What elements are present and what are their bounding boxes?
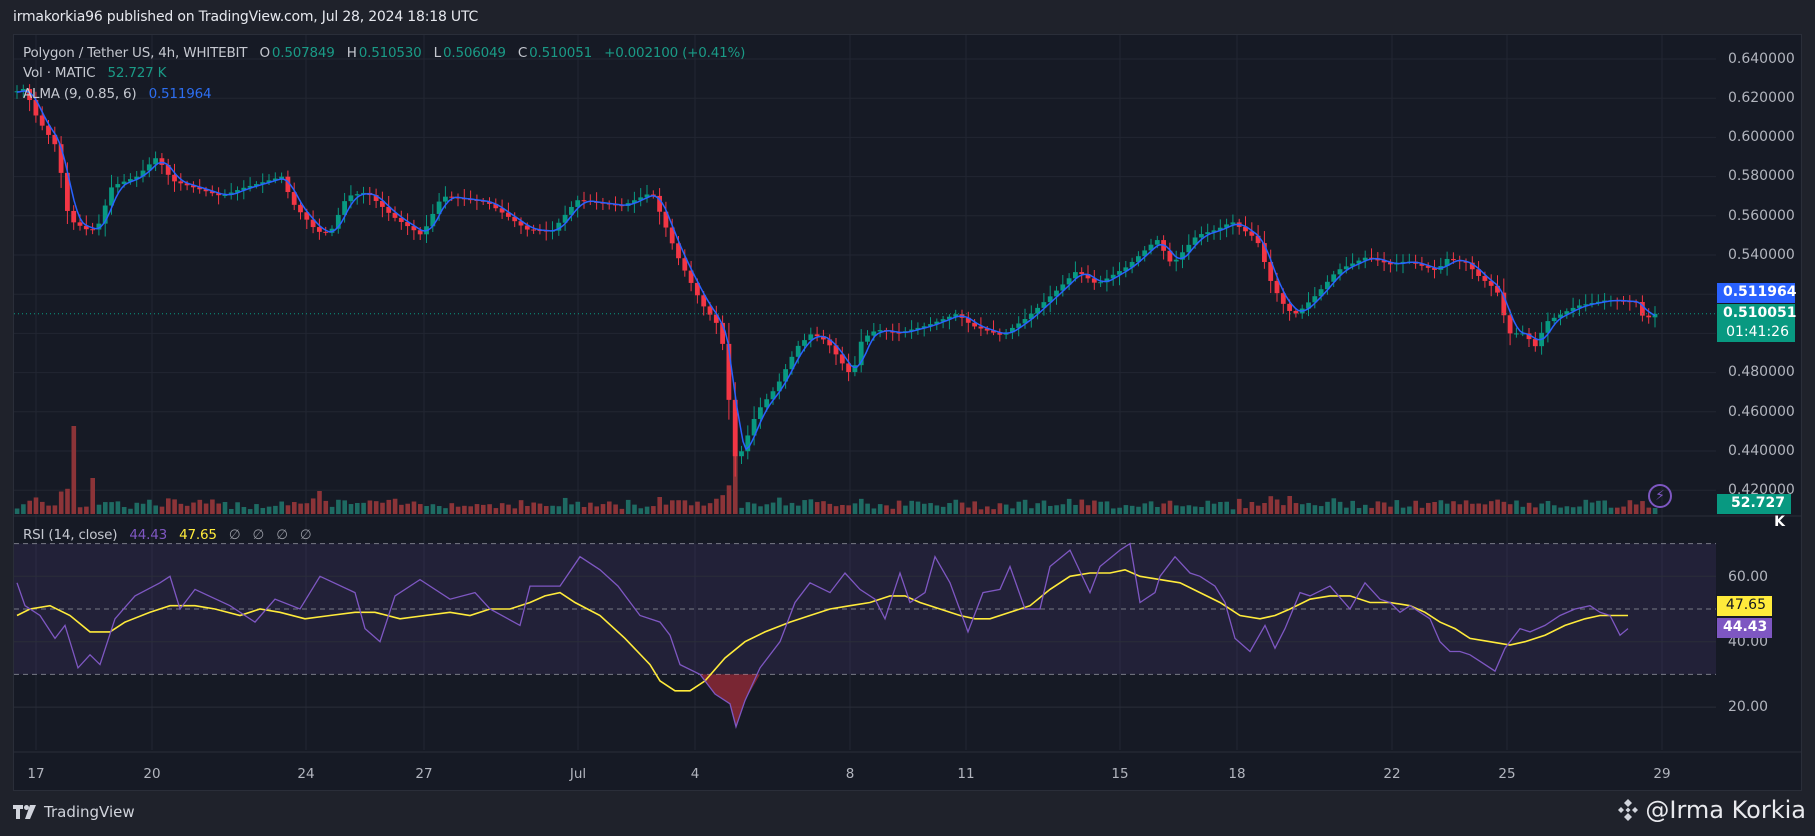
- volume-legend[interactable]: Vol · MATIC 52.727 K: [23, 65, 168, 81]
- volume-tag: 52.727 K: [1717, 494, 1791, 530]
- rsi-tag: 44.43: [1717, 618, 1772, 638]
- rsi-value: 44.43: [129, 527, 168, 543]
- symbol-title[interactable]: Polygon / Tether US, 4h, WHITEBIT: [23, 45, 248, 61]
- alma-value: 0.511964: [148, 86, 212, 102]
- price-label: 0.560000: [1728, 208, 1795, 224]
- alma-price-tag: 0.511964: [1717, 283, 1797, 303]
- empty-value: ∅: [276, 527, 288, 543]
- last-price-tag: 0.510051 01:41:26: [1717, 304, 1797, 342]
- time-label: Jul: [569, 766, 587, 782]
- empty-value: ∅: [252, 527, 265, 543]
- rsi-scale-label: 60.00: [1728, 569, 1769, 585]
- lightning-icon[interactable]: ⚡: [1648, 484, 1672, 508]
- symbol-legend[interactable]: Polygon / Tether US, 4h, WHITEBIT O 0.507…: [23, 45, 747, 61]
- price-label: 0.540000: [1728, 247, 1795, 263]
- bar-countdown: 01:41:26: [1726, 324, 1789, 340]
- price-label: 0.640000: [1728, 51, 1795, 67]
- time-label: 24: [297, 766, 315, 782]
- close-value: 0.510051: [529, 45, 592, 61]
- volume-label[interactable]: Vol · MATIC: [23, 65, 96, 81]
- brand-label: TradingView: [44, 803, 135, 821]
- price-label: 0.600000: [1728, 129, 1795, 145]
- tradingview-logo-icon: [13, 805, 36, 819]
- time-label: 4: [690, 766, 700, 782]
- low-label: L: [433, 45, 442, 61]
- time-label: 29: [1653, 766, 1671, 782]
- time-label: 15: [1111, 766, 1129, 782]
- price-label: 0.440000: [1728, 443, 1795, 459]
- empty-value: ∅: [228, 527, 241, 543]
- author-watermark: @Irma Korkia: [1615, 796, 1806, 824]
- open-value: 0.507849: [271, 45, 335, 61]
- high-value: 0.510530: [358, 45, 422, 61]
- binance-diamond-icon: [1618, 799, 1639, 821]
- publisher-caption: irmakorkia96 published on TradingView.co…: [13, 9, 479, 25]
- alma-label[interactable]: ALMA (9, 0.85, 6): [23, 86, 137, 102]
- time-label: 17: [27, 766, 45, 782]
- time-label: 20: [143, 766, 161, 782]
- chart-frame[interactable]: [13, 34, 1802, 791]
- rsi-legend[interactable]: RSI (14, close) 44.43 47.65 ∅ ∅ ∅ ∅: [23, 527, 313, 543]
- time-label: 27: [415, 766, 433, 782]
- rsi-scale-label: 40.00: [1728, 634, 1769, 650]
- volume-value: 52.727 K: [107, 65, 167, 81]
- empty-value: ∅: [299, 527, 312, 543]
- price-label: 0.580000: [1728, 168, 1795, 184]
- last-price-value: 0.510051: [1723, 305, 1797, 321]
- time-label: 11: [957, 766, 975, 782]
- author-name: @Irma Korkia: [1645, 796, 1806, 824]
- price-label: 0.460000: [1728, 404, 1795, 420]
- low-value: 0.506049: [443, 45, 506, 61]
- price-label: 0.620000: [1728, 90, 1795, 106]
- alma-legend[interactable]: ALMA (9, 0.85, 6) 0.511964: [23, 86, 213, 102]
- rsi-label[interactable]: RSI (14, close): [23, 527, 118, 543]
- rsi-ma-value: 47.65: [179, 527, 217, 543]
- rsi-scale-label: 20.00: [1728, 699, 1769, 715]
- open-label: O: [259, 45, 270, 61]
- time-label: 18: [1228, 766, 1246, 782]
- price-label: 0.480000: [1728, 364, 1795, 380]
- time-label: 22: [1383, 766, 1401, 782]
- time-label: 25: [1498, 766, 1516, 782]
- change-value: +0.002100 (+0.41%): [604, 45, 746, 61]
- tradingview-logo[interactable]: TradingView: [13, 803, 135, 821]
- high-label: H: [346, 45, 357, 61]
- rsi-ma-tag: 47.65: [1717, 596, 1772, 616]
- close-label: C: [517, 45, 528, 61]
- time-label: 8: [845, 766, 855, 782]
